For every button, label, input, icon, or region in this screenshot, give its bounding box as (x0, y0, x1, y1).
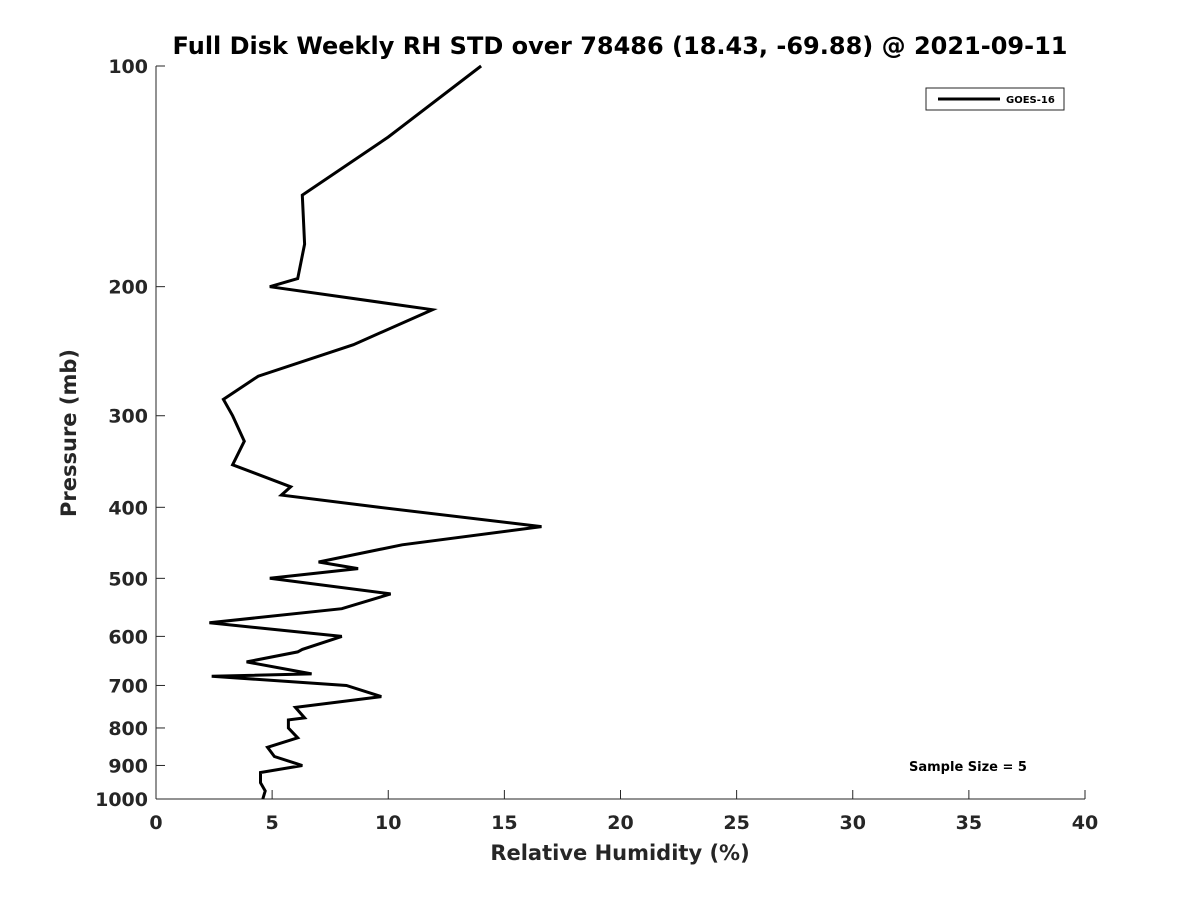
y-tick-label: 800 (108, 718, 148, 740)
y-tick-label: 100 (108, 56, 148, 78)
x-tick-label: 0 (149, 812, 162, 834)
legend-label-goes-16: GOES-16 (1006, 95, 1055, 106)
y-axis: 100 200 300 400 500 600 700 800 900 1000 (95, 56, 165, 811)
x-tick-label: 30 (840, 812, 866, 834)
legend: GOES-16 (925, 87, 1065, 111)
x-tick-label: 25 (723, 812, 749, 834)
axes-box (155, 66, 1085, 800)
y-tick-label: 700 (108, 675, 148, 697)
y-tick-label: 1000 (95, 789, 148, 811)
y-axis-label: Pressure (mb) (57, 349, 81, 517)
x-tick-label: 5 (266, 812, 279, 834)
series-layer (209, 64, 542, 800)
x-tick-label: 40 (1072, 812, 1098, 834)
x-tick-label: 20 (607, 812, 633, 834)
y-tick-label: 900 (108, 755, 148, 777)
x-axis: 0 5 10 15 20 25 30 35 40 (149, 790, 1098, 834)
x-tick-label: 10 (375, 812, 401, 834)
y-tick-label: 400 (108, 497, 148, 519)
y-tick-label: 200 (108, 277, 148, 299)
y-tick-label: 500 (108, 568, 148, 590)
series-line-goes-16 (209, 64, 542, 800)
chart-title: Full Disk Weekly RH STD over 78486 (18.4… (173, 32, 1068, 60)
sample-size-annotation: Sample Size = 5 (909, 760, 1027, 775)
y-tick-label: 300 (108, 406, 148, 428)
y-tick-label: 600 (108, 626, 148, 648)
x-axis-label: Relative Humidity (%) (490, 841, 749, 865)
x-tick-label: 15 (491, 812, 517, 834)
x-tick-label: 35 (956, 812, 982, 834)
